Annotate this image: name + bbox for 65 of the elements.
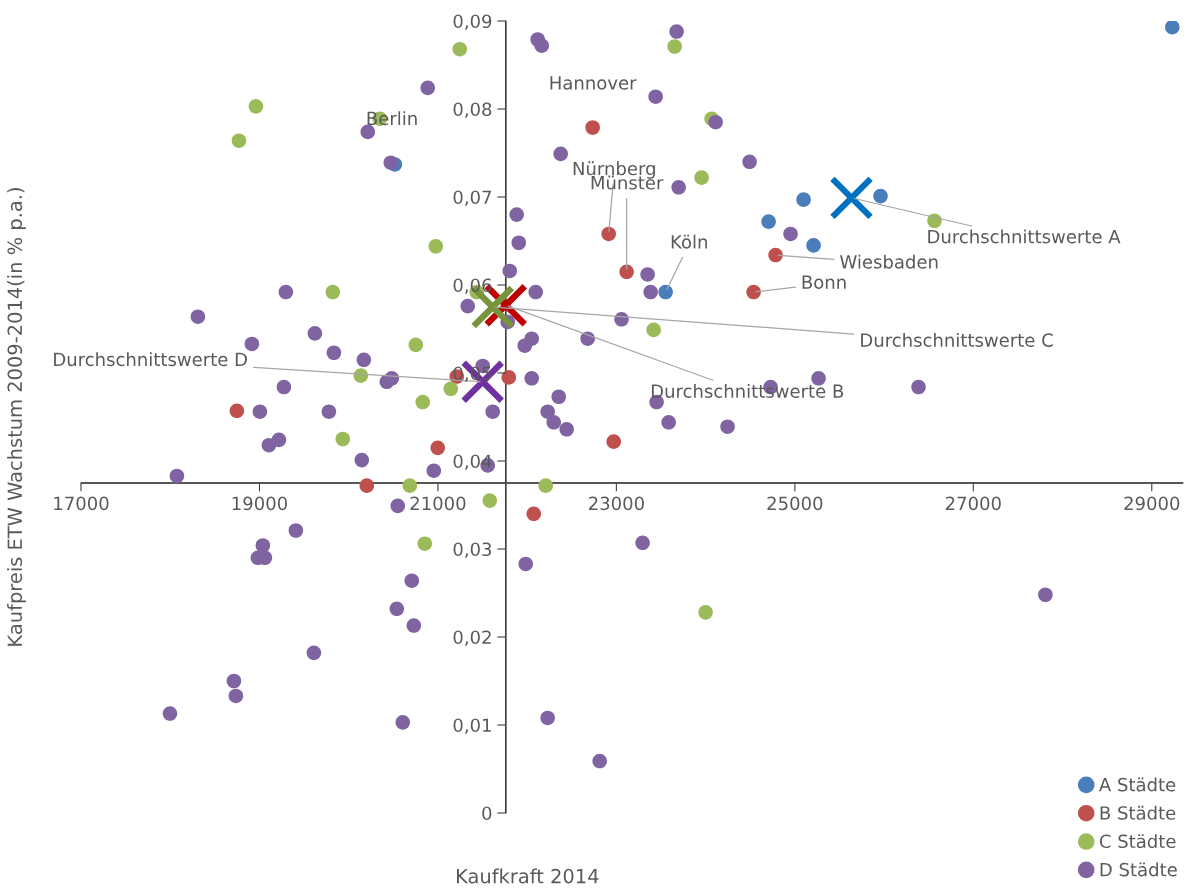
annotation: Bonn [802, 275, 846, 289]
legend-label: C Städte [1099, 834, 1176, 849]
point [408, 337, 424, 353]
y-tick-label: 0,02 [453, 630, 491, 646]
x-tick-label: 19000 [232, 496, 287, 511]
point [829, 175, 874, 221]
annotation: Köln [671, 234, 707, 249]
x-axis-title: Kaufkraft 2014 [456, 868, 599, 884]
point [428, 239, 444, 254]
y-tick-label: 0 [482, 806, 492, 821]
annotation: Durchschnittswerte B [651, 384, 844, 398]
point [619, 264, 634, 280]
y-tick-label: 0,09 [453, 14, 492, 30]
x-tick-label: 27000 [945, 496, 1001, 511]
legend-label: D Städte [1100, 862, 1177, 877]
point [796, 192, 811, 207]
point [526, 506, 542, 522]
point [482, 493, 498, 508]
point [768, 247, 783, 263]
y-tick-label: 0,06 [453, 278, 492, 294]
point [231, 133, 247, 148]
point [1165, 21, 1180, 35]
point [698, 605, 713, 620]
point [501, 370, 517, 385]
point [667, 39, 682, 54]
annotation: Durchschnittswerte C [861, 332, 1053, 347]
point [746, 284, 761, 300]
x-tick-label: 25000 [767, 496, 823, 511]
annotation: Hannover [550, 76, 637, 90]
point [585, 120, 600, 135]
point [417, 536, 433, 551]
point [359, 478, 375, 493]
point [658, 284, 673, 300]
point [430, 440, 446, 456]
point [806, 238, 821, 253]
point [452, 41, 468, 57]
x-tick-label: 23000 [588, 496, 644, 511]
point [335, 431, 351, 447]
x-tick-label: 21000 [410, 496, 466, 511]
legend-label: A Städte [1099, 777, 1176, 792]
y-tick-label: 0,08 [453, 102, 492, 118]
y-tick-label: 0,01 [453, 718, 491, 734]
y-axis-title: Kaufpreis ETW Wachstum 2009-2014(in % p.a.) [7, 188, 26, 646]
x-tick-label: 29000 [1124, 496, 1180, 511]
point [606, 434, 621, 449]
annotation: Durchschnittswerte D [54, 352, 247, 367]
y-tick-label: 0,05 [453, 366, 491, 382]
point [415, 394, 431, 410]
point [694, 170, 709, 185]
point [402, 478, 418, 493]
legend-label: B Städte [1100, 805, 1176, 820]
point [873, 188, 888, 204]
y-tick-label: 0,03 [453, 542, 492, 558]
point [601, 226, 616, 242]
annotation: Durchschnittswerte A [928, 229, 1121, 244]
x-tick-label: 17000 [54, 496, 109, 511]
point [248, 99, 264, 114]
annotation: Wiesbaden [840, 254, 938, 269]
point [229, 403, 245, 419]
point [538, 478, 553, 493]
point [443, 381, 459, 397]
point [646, 322, 661, 338]
point [761, 214, 776, 229]
point [325, 284, 341, 300]
y-tick-label: 0,07 [453, 190, 491, 206]
